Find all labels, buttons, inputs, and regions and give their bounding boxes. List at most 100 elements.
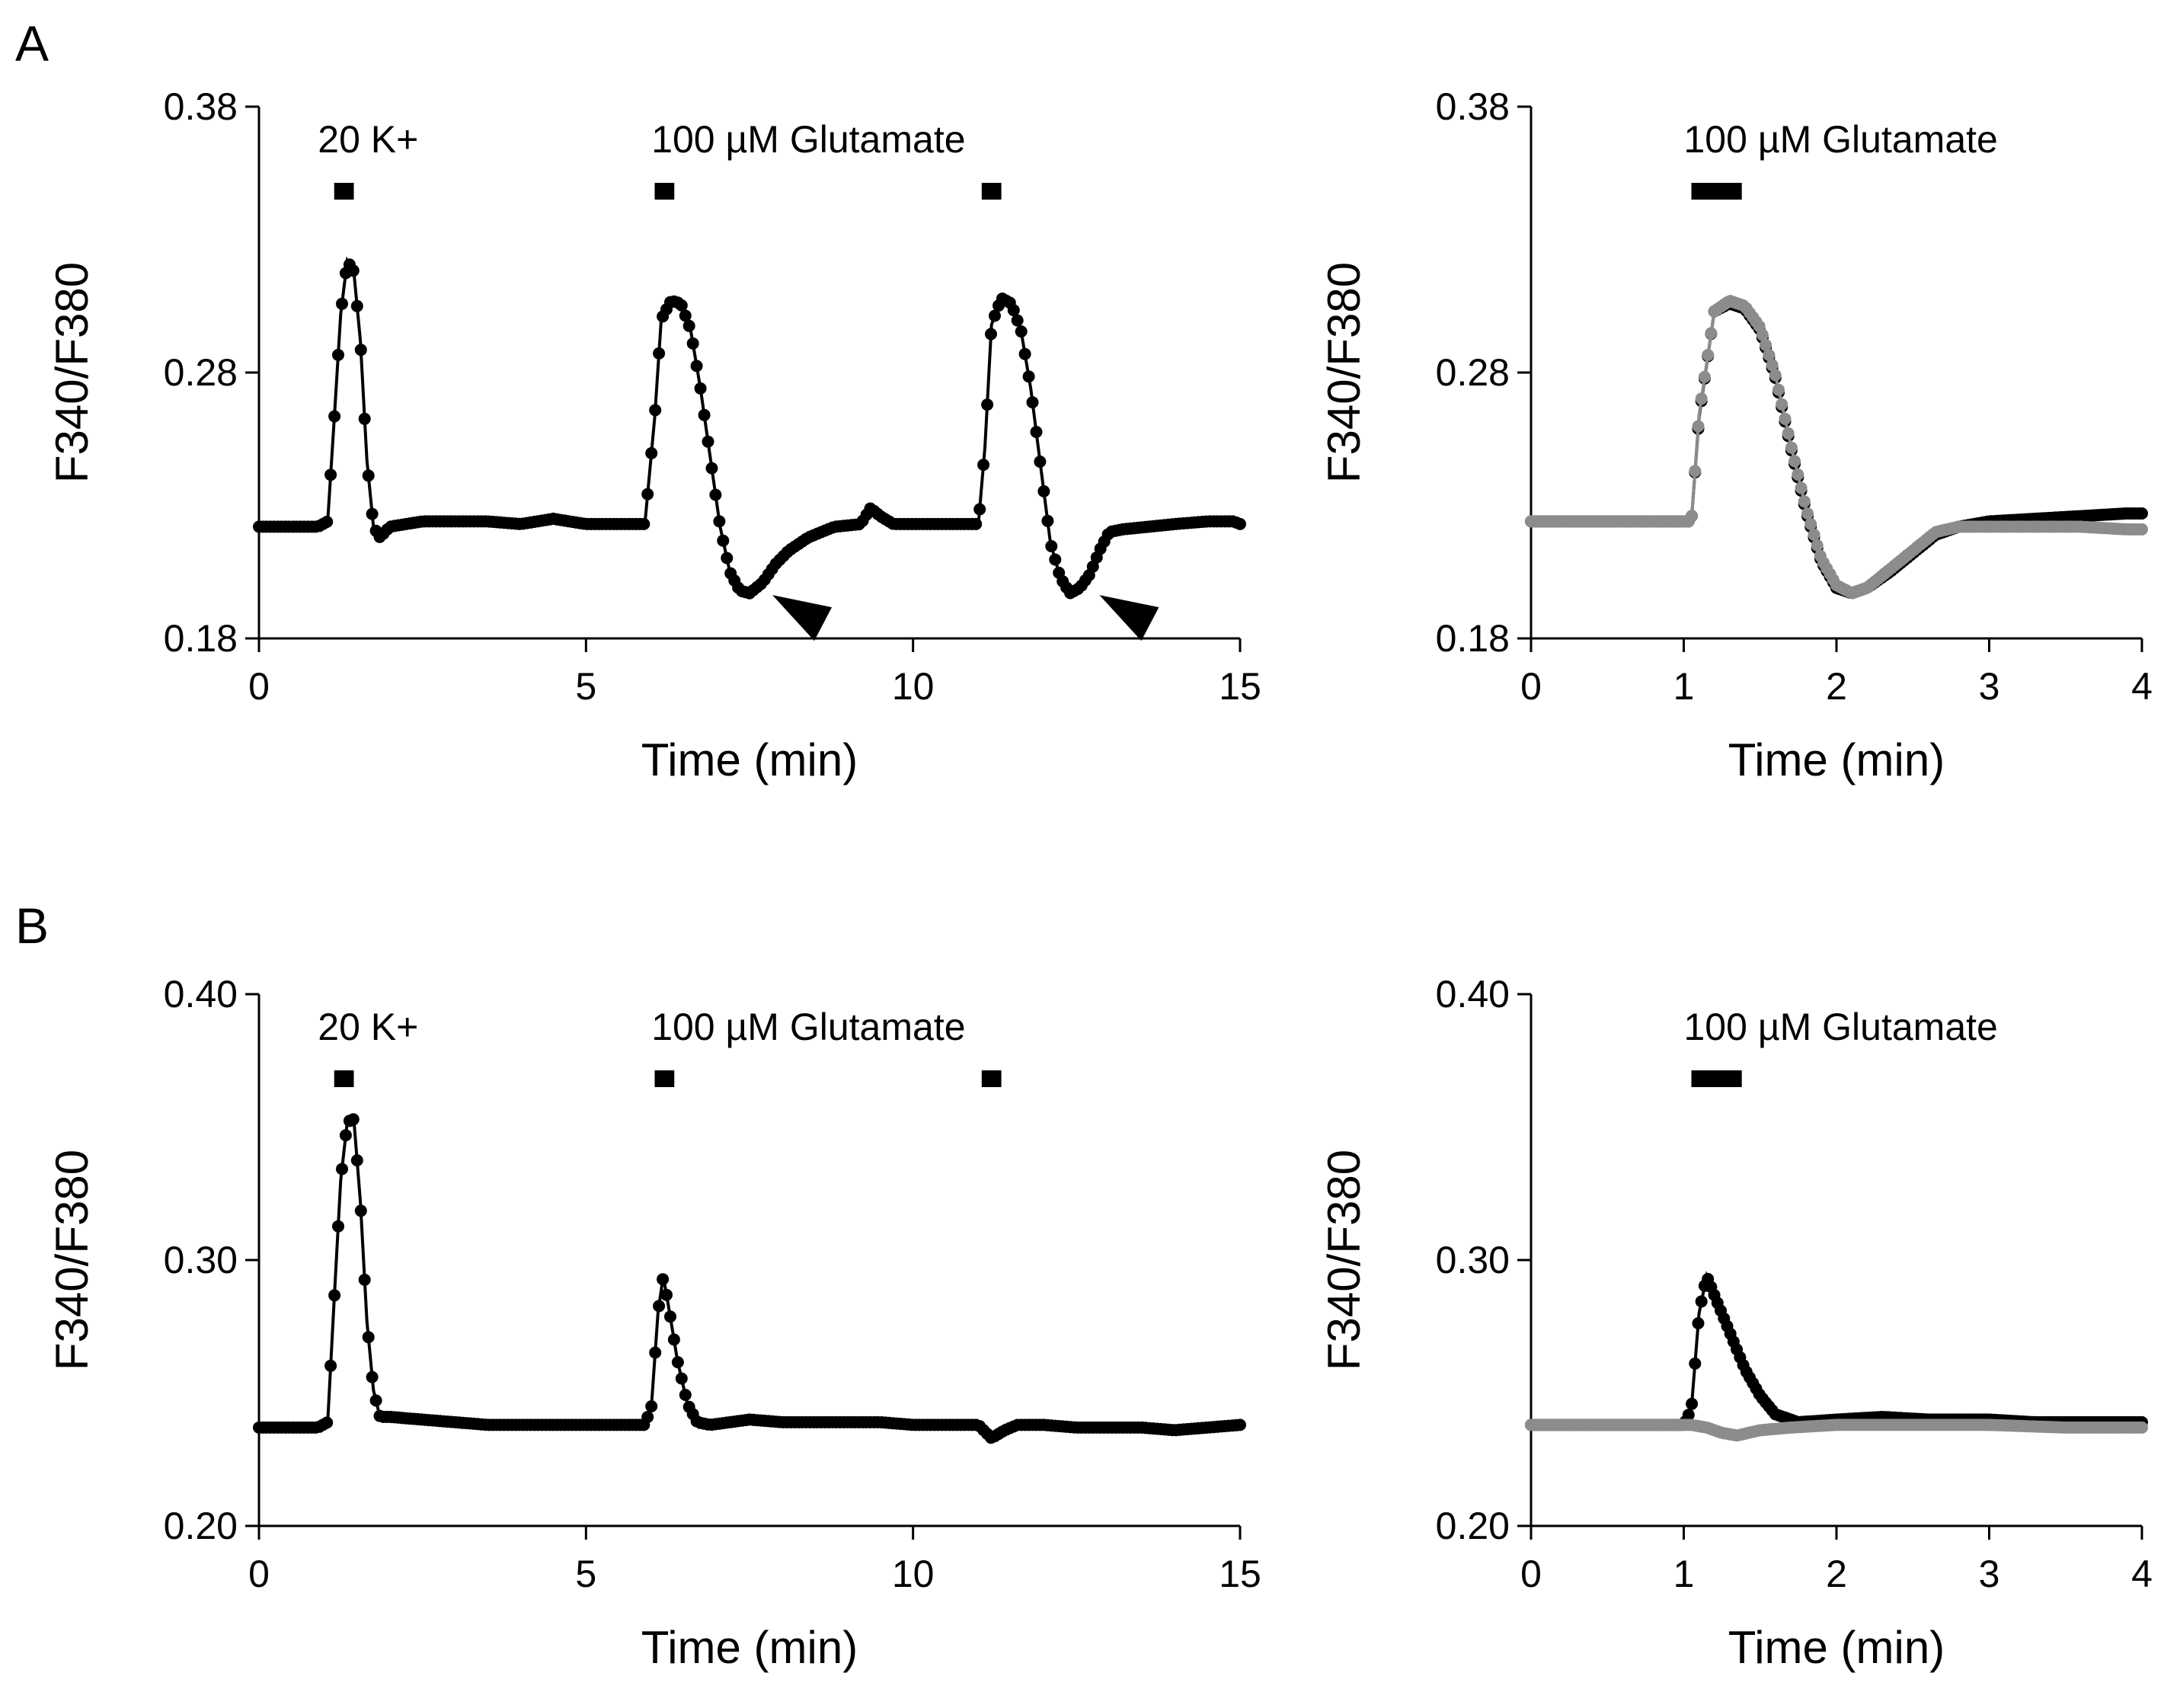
data-point [1686, 510, 1699, 523]
data-point [653, 347, 666, 360]
data-point [679, 309, 692, 322]
data-point [705, 462, 718, 475]
x-tick-label: 10 [892, 1553, 935, 1595]
x-axis-label: Time (min) [641, 1622, 858, 1673]
data-point [667, 1333, 680, 1346]
data-point [1011, 314, 1024, 327]
stimulus-label: 100 µM Glutamate [651, 118, 965, 161]
data-point [709, 488, 722, 501]
data-point [657, 1273, 670, 1286]
series-1 [253, 256, 1246, 600]
data-point [336, 297, 348, 310]
data-point [1788, 455, 1801, 468]
stimulus-bar [981, 183, 1002, 200]
data-point [1776, 398, 1788, 411]
data-point [698, 408, 711, 421]
y-tick-label: 0.40 [1436, 973, 1510, 1016]
chart-b-left: 0 5 10 15 0.20 0.30 0.40 Time (min) F340/F380 20 … [46, 973, 1261, 1673]
arrowhead-marker [772, 595, 833, 641]
data-point [332, 1220, 344, 1233]
data-point [675, 1372, 688, 1385]
data-point [1695, 1295, 1708, 1308]
y-tick-label: 0.20 [164, 1505, 238, 1547]
data-point [645, 1400, 658, 1412]
data-point [369, 1394, 382, 1407]
chart-b-right: 0 1 2 3 4 0.20 0.30 0.40 Time (min) F340/F380 100 … [1319, 973, 2153, 1673]
data-point [2136, 1421, 2148, 1434]
x-tick-label: 1 [1673, 1553, 1695, 1595]
panel-label-a: A [15, 15, 49, 72]
data-point [1234, 517, 1246, 530]
data-point [970, 517, 983, 530]
x-tick-label: 0 [1520, 665, 1542, 708]
data-point [1772, 383, 1785, 396]
data-point [985, 328, 997, 341]
data-point [1705, 327, 1718, 340]
x-axis-label: Time (min) [641, 734, 858, 785]
x-tick-label: 4 [2131, 665, 2153, 708]
series-line [1531, 299, 2142, 595]
data-point [1763, 349, 1776, 361]
y-tick-label: 0.28 [164, 351, 238, 394]
data-point [347, 1113, 360, 1126]
y-axis-label: F340/F380 [1319, 262, 1370, 483]
data-point [1756, 328, 1769, 341]
y-axis-label: F340/F380 [46, 1150, 97, 1371]
data-point [2136, 507, 2148, 520]
y-tick-label: 0.28 [1436, 351, 1510, 394]
data-point [332, 348, 344, 361]
data-point [1801, 507, 1814, 520]
stimulus-bar [1691, 183, 1742, 200]
data-point [321, 516, 334, 528]
series-2 [1525, 1419, 2148, 1442]
data-point [1695, 392, 1708, 405]
data-point [649, 404, 662, 417]
data-point [350, 1154, 363, 1167]
data-point [339, 1129, 352, 1142]
x-tick-label: 0 [1520, 1553, 1542, 1595]
data-point [366, 1371, 379, 1383]
data-point [1689, 1357, 1702, 1370]
data-point [641, 488, 654, 501]
x-tick-label: 2 [1826, 1553, 1847, 1595]
data-point [324, 469, 337, 481]
chart-a-right: 0 1 2 3 4 0.18 0.28 0.38 Time (min) F340/F380 100 … [1319, 85, 2153, 785]
data-point [1026, 396, 1039, 409]
data-point [1792, 468, 1804, 481]
stimulus-bar [654, 183, 675, 200]
x-tick-label: 3 [1979, 665, 2000, 708]
chart-a-left: 0 5 10 15 0.18 0.28 0.38 Time (min) F340/F380 20 … [46, 85, 1261, 785]
series-line [259, 1117, 1241, 1441]
data-point [1037, 485, 1050, 497]
data-point [1766, 359, 1779, 372]
data-point [1692, 1317, 1705, 1329]
data-point [653, 1300, 666, 1313]
stimulus-label: 100 µM Glutamate [651, 1006, 965, 1048]
data-point [713, 515, 726, 528]
data-point [336, 1163, 348, 1175]
y-tick-label: 0.38 [164, 85, 238, 128]
data-point [358, 412, 371, 425]
data-point [2136, 523, 2148, 536]
stimulus-bar [654, 1070, 675, 1087]
stimulus-label: 20 K+ [318, 118, 418, 161]
series-1 [253, 1113, 1246, 1444]
data-point [1689, 465, 1702, 478]
data-point [1030, 426, 1043, 438]
data-point [694, 382, 707, 395]
x-tick-label: 2 [1826, 665, 1847, 708]
data-point [1045, 540, 1058, 552]
data-point [1018, 347, 1031, 360]
stimulus-label: 100 µM Glutamate [1684, 118, 1998, 161]
y-tick-label: 0.18 [164, 617, 238, 660]
x-tick-label: 1 [1673, 665, 1695, 708]
series-1 [1525, 1270, 2148, 1431]
panel-label-b: B [15, 897, 49, 954]
data-point [641, 1411, 654, 1423]
series-line [1531, 1270, 2142, 1427]
data-point [1022, 370, 1035, 383]
data-point [1234, 1419, 1246, 1431]
data-point [358, 1273, 371, 1286]
